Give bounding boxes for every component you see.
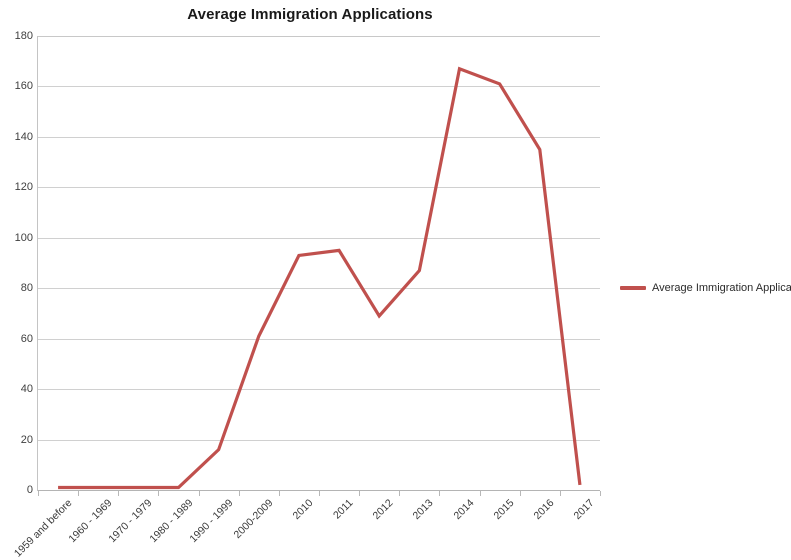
x-axis-tick (38, 491, 39, 496)
y-axis-tick-label: 80 (20, 282, 33, 295)
gridline (38, 136, 600, 138)
x-axis-tick (399, 491, 401, 496)
x-axis-tick (319, 491, 320, 496)
gridline (38, 36, 600, 37)
x-axis-tick-label: 2015 (491, 497, 517, 523)
x-axis-tick (479, 491, 481, 496)
y-axis-tick-label: 100 (14, 231, 33, 244)
gridline (38, 237, 600, 239)
chart-legend: Average Immigration Applications (620, 282, 791, 294)
x-axis-tick-label: 2011 (331, 497, 356, 522)
gridline (38, 288, 600, 290)
x-axis-tick (158, 491, 160, 496)
y-axis-labels: 0 20 40 60 80 100 120 140 160 180 (0, 0, 33, 546)
x-axis-tick (238, 491, 240, 496)
y-axis-tick-label: 60 (20, 332, 33, 345)
plot-area (38, 36, 600, 490)
x-axis-tick (278, 491, 280, 496)
y-axis-tick-label: 140 (14, 130, 33, 143)
x-axis-tick (559, 491, 561, 496)
gridline (38, 389, 600, 391)
legend-swatch-icon (620, 286, 646, 290)
gridline (38, 187, 600, 189)
y-axis-tick-label: 160 (14, 80, 33, 93)
x-axis-tick-label: 2000-2009 (231, 497, 276, 541)
x-axis-tick-label: 2016 (531, 497, 557, 523)
x-axis-tick (519, 491, 521, 496)
legend-item-label: Average Immigration Applications (652, 282, 791, 294)
gridline (38, 338, 600, 340)
x-axis-tick (359, 491, 361, 496)
gridline (38, 86, 600, 88)
x-axis-tick (118, 491, 120, 496)
x-axis-tick-label: 2013 (410, 497, 436, 523)
x-axis-tick-label: 2010 (290, 497, 316, 523)
y-axis-tick-label: 180 (14, 30, 33, 42)
x-axis-tick (439, 491, 441, 496)
y-axis-tick-label: 40 (20, 383, 33, 396)
y-axis-tick-label: 0 (26, 484, 33, 496)
x-axis-tick-label: 2012 (370, 497, 396, 523)
chart-title: Average Immigration Applications (187, 6, 433, 23)
x-axis-tick (600, 491, 601, 496)
x-axis-tick-label: 2017 (571, 497, 597, 523)
y-axis-line (37, 36, 38, 491)
y-axis-tick-label: 20 (20, 433, 33, 446)
x-axis-tick-label: 2014 (450, 497, 476, 523)
y-axis-tick-label: 120 (14, 181, 33, 194)
x-axis-line (38, 490, 600, 491)
x-axis-tick (78, 491, 80, 496)
gridline (38, 439, 600, 441)
x-axis-tick (198, 491, 200, 496)
